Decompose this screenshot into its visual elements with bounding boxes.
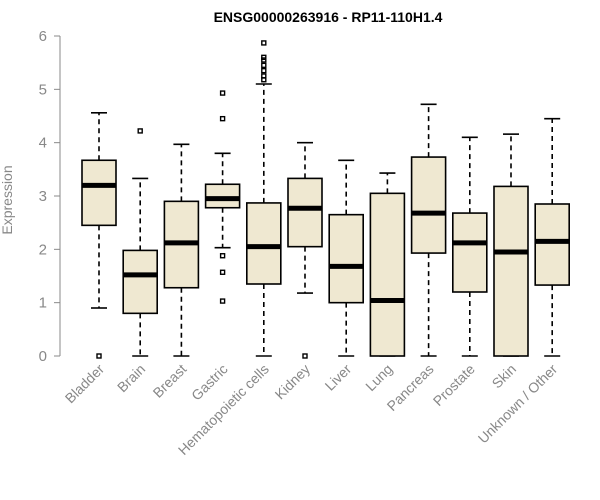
box-lung: [369, 172, 406, 357]
outlier-point: [219, 269, 226, 275]
box-unknown-other: [534, 117, 571, 357]
boxes-group: [81, 40, 571, 359]
y-axis-label: Expression: [0, 165, 15, 234]
x-tick-label: Bladder: [62, 361, 108, 407]
x-tick-label: Liver: [322, 361, 355, 394]
box-bladder: [81, 112, 117, 359]
box-hematopoietic-cells: [246, 40, 282, 357]
iqr-box: [493, 185, 529, 357]
iqr-box: [81, 159, 117, 227]
outlier-point: [261, 40, 267, 46]
x-tick-label: Kidney: [272, 361, 314, 403]
x-tick-label: Skin: [489, 361, 520, 392]
outlier-point: [137, 128, 143, 134]
iqr-box: [122, 249, 158, 315]
outlier-point: [302, 353, 308, 359]
y-tick-label: 5: [39, 81, 47, 98]
iqr-box: [451, 212, 488, 293]
outlier-point: [261, 67, 267, 74]
y-tick-label: 0: [39, 348, 47, 365]
box-breast: [163, 143, 200, 357]
iqr-box: [204, 183, 241, 209]
iqr-box: [369, 192, 406, 357]
outlier-point: [219, 90, 226, 96]
y-tick-label: 6: [39, 28, 47, 45]
outlier-point: [261, 62, 267, 69]
box-skin: [493, 133, 529, 357]
box-pancreas: [410, 103, 447, 357]
box-gastric: [204, 90, 241, 304]
outlier-point: [219, 115, 226, 122]
iqr-box: [410, 156, 447, 254]
y-tick-label: 4: [39, 135, 47, 152]
x-tick-label: Prostate: [430, 361, 478, 409]
box-liver: [328, 159, 365, 357]
x-tick-label: Lung: [362, 361, 395, 394]
box-prostate: [451, 136, 488, 357]
y-axis: 0 1 2 3 4 5 6: [39, 28, 61, 365]
iqr-box: [328, 213, 365, 304]
outlier-point: [261, 54, 267, 61]
outlier-point: [219, 298, 226, 304]
y-tick-label: 1: [39, 295, 47, 312]
outlier-point: [96, 353, 102, 359]
box-brain: [122, 128, 158, 357]
iqr-box: [287, 177, 323, 248]
iqr-box: [534, 203, 571, 286]
chart-title: ENSG00000263916 - RP11-110H1.4: [214, 9, 443, 25]
x-tick-label: Breast: [150, 361, 190, 401]
y-tick-label: 3: [39, 188, 47, 205]
outlier-point: [261, 73, 267, 79]
outlier-point: [219, 253, 226, 259]
iqr-box: [246, 202, 282, 285]
y-tick-label: 2: [39, 241, 47, 258]
x-tick-label: Brain: [114, 361, 148, 395]
box-kidney: [287, 141, 323, 359]
